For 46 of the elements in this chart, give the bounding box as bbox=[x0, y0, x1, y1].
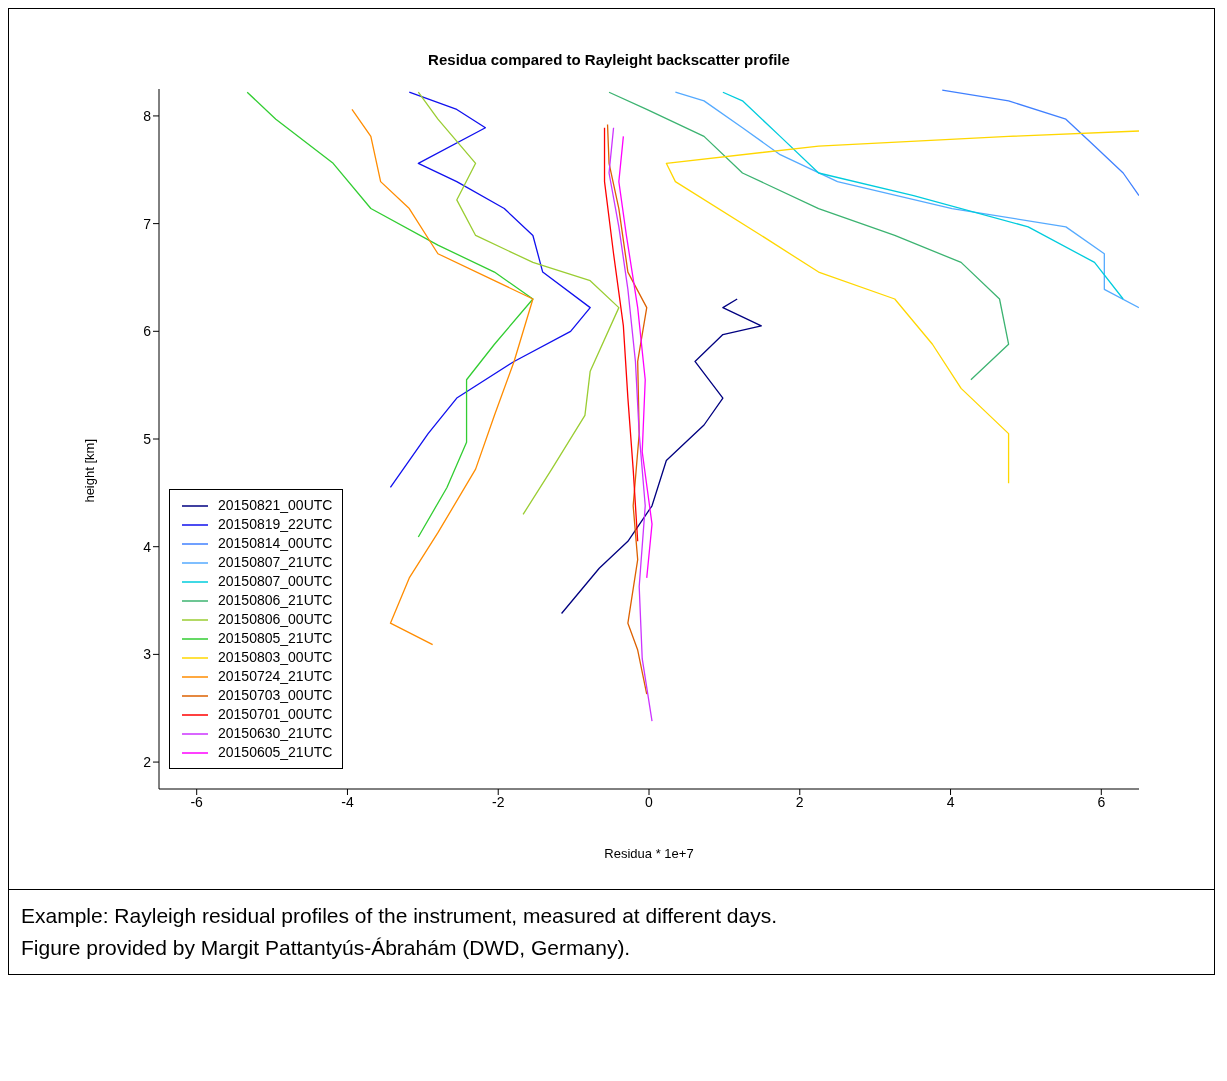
line-series bbox=[941, 89, 1139, 197]
line-series bbox=[606, 123, 648, 695]
line-series bbox=[674, 91, 1139, 309]
legend-label: 20150807_00UTC bbox=[218, 572, 333, 591]
line-series bbox=[389, 91, 591, 489]
legend-label: 20150814_00UTC bbox=[218, 534, 333, 553]
y-tick-label: 2 bbox=[143, 754, 152, 771]
line-series bbox=[665, 130, 1139, 484]
y-tick-label: 8 bbox=[143, 107, 152, 124]
x-axis-title: Residua * 1e+7 bbox=[604, 846, 694, 862]
line-series bbox=[608, 91, 1010, 381]
chart-title: Residua compared to Rayleight backscatter profile bbox=[427, 51, 791, 68]
text: Example: Rayleigh residual profiles of the instrument, measured at different days. bbox=[21, 903, 778, 929]
line-series bbox=[722, 91, 1124, 300]
legend-label: 20150703_00UTC bbox=[218, 686, 333, 705]
line-series bbox=[351, 108, 534, 646]
legend-label: 20150803_00UTC bbox=[218, 648, 333, 667]
y-tick-label: 3 bbox=[143, 646, 152, 663]
legend-label: 20150701_00UTC bbox=[218, 705, 333, 724]
text: Figure provided by Margit Pattantyús-Ábrahám (DWD, Germany). bbox=[21, 935, 632, 961]
legend-label: 20150724_21UTC bbox=[218, 667, 333, 686]
line-series bbox=[608, 127, 653, 722]
x-tick-label: -2 bbox=[492, 793, 505, 810]
y-tick-label: 5 bbox=[143, 430, 152, 447]
y-tick-label: 7 bbox=[143, 215, 152, 232]
y-axis-title: height [km] bbox=[81, 439, 97, 503]
legend-label: 20150605_21UTC bbox=[218, 743, 333, 762]
legend-label: 20150807_21UTC bbox=[218, 553, 333, 572]
x-tick-label: 2 bbox=[795, 793, 804, 810]
legend-label: 20150806_21UTC bbox=[218, 591, 333, 610]
legend-label: 20150821_00UTC bbox=[218, 496, 333, 515]
y-tick-label: 6 bbox=[143, 323, 152, 340]
y-tick-label: 4 bbox=[143, 538, 152, 555]
x-tick-label: -4 bbox=[341, 793, 354, 810]
x-tick-label: -6 bbox=[190, 793, 204, 810]
line-series bbox=[560, 298, 762, 615]
legend-label: 20150805_21UTC bbox=[218, 629, 333, 648]
line-series bbox=[417, 91, 620, 516]
legend-label: 20150630_21UTC bbox=[218, 724, 333, 743]
line-series bbox=[603, 127, 639, 542]
x-tick-label: 6 bbox=[1097, 793, 1106, 810]
legend-label: 20150806_00UTC bbox=[218, 610, 333, 629]
x-tick-label: 4 bbox=[946, 793, 955, 810]
legend-label: 20150819_22UTC bbox=[218, 515, 333, 534]
x-tick-label: 0 bbox=[645, 793, 654, 810]
line-series bbox=[618, 135, 653, 579]
